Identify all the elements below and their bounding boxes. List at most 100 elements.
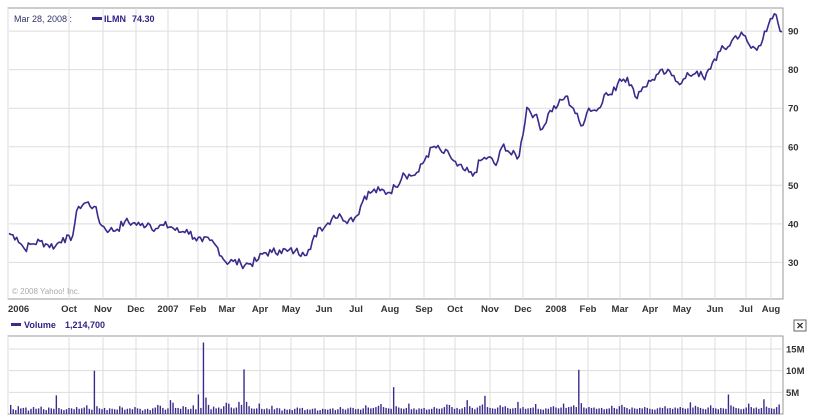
volume-bar: [362, 408, 364, 414]
volume-bar: [370, 408, 372, 414]
volume-bar: [314, 408, 316, 414]
volume-bar: [126, 408, 129, 414]
volume-bar: [641, 408, 643, 414]
volume-bar: [717, 409, 719, 414]
volume-bar: [671, 408, 674, 414]
volume-bar: [332, 408, 334, 414]
volume-bar: [491, 408, 494, 414]
price-chart-frame: [7, 7, 784, 300]
volume-bar: [542, 409, 544, 414]
volume-bar: [443, 407, 446, 414]
volume-bar: [367, 407, 369, 414]
volume-bar: [200, 407, 202, 414]
volume-bar: [583, 407, 585, 414]
volume-bar: [603, 409, 605, 414]
volume-bar: [489, 407, 491, 414]
volume-bar: [20, 408, 22, 414]
volume-bar: [263, 409, 266, 414]
volume-bar: [159, 405, 162, 414]
volume-bar: [433, 407, 435, 414]
volume-bar: [48, 407, 50, 414]
volume-bar: [382, 407, 385, 414]
price-y-tick-label: 40: [788, 219, 799, 230]
volume-bar: [666, 408, 669, 414]
volume-bar: [258, 403, 260, 414]
date-x-tick-label: Feb: [190, 304, 207, 315]
date-x-tick-label: Oct: [61, 304, 78, 315]
volume-bar: [633, 408, 636, 414]
date-x-tick-label: Jul: [349, 304, 363, 315]
volume-bar: [573, 405, 575, 414]
volume-bar: [697, 407, 699, 414]
volume-bar: [712, 407, 714, 414]
volume-bar: [760, 407, 763, 414]
close-icon[interactable]: [793, 319, 807, 332]
date-x-tick-label: Apr: [642, 304, 659, 315]
volume-bar: [621, 404, 623, 414]
volume-bar: [103, 407, 106, 414]
volume-bar: [512, 408, 514, 414]
volume-bar: [509, 408, 512, 414]
volume-bar: [253, 408, 255, 414]
volume-bar: [377, 405, 380, 414]
volume-bar: [17, 406, 19, 414]
volume-bar: [534, 404, 537, 414]
date-x-tick-label: 2006: [8, 304, 29, 315]
volume-bar: [446, 404, 448, 414]
volume-bar: [552, 406, 555, 414]
volume-bar: [169, 400, 172, 414]
volume-bar: [88, 408, 91, 414]
volume-bar: [494, 408, 496, 414]
volume-bar: [266, 408, 268, 414]
volume-bar: [233, 408, 235, 414]
volume-bar: [600, 407, 603, 414]
volume-bar: [517, 401, 519, 414]
volume-bar: [205, 397, 207, 414]
volume-bar: [524, 408, 527, 414]
volume-bar: [456, 407, 458, 414]
volume-bar: [504, 406, 506, 414]
volume-bar: [570, 406, 572, 414]
volume-bar: [215, 408, 217, 414]
volume-bar: [481, 404, 484, 414]
volume-bar: [172, 402, 174, 414]
volume-bar: [73, 409, 75, 414]
price-y-tick-label: 80: [788, 65, 799, 76]
volume-bar: [654, 409, 656, 414]
volume-bar: [748, 403, 750, 414]
volume-bar: [372, 407, 375, 414]
volume-bar: [311, 408, 314, 414]
volume-bar: [53, 408, 55, 414]
volume-bar: [415, 409, 418, 414]
volume-bar: [390, 408, 392, 414]
volume-bar: [626, 407, 628, 414]
volume-bar: [420, 408, 423, 414]
volume-bar: [243, 369, 245, 414]
volume-bar: [45, 410, 47, 414]
date-x-tick-label: Nov: [94, 304, 113, 315]
volume-bar: [334, 410, 337, 414]
volume-bar: [294, 408, 296, 414]
volume-bar: [469, 406, 471, 414]
volume-bar: [466, 400, 468, 414]
volume-bar: [359, 409, 362, 414]
volume-bar: [278, 408, 281, 414]
volume-bar: [677, 408, 679, 414]
volume-bar: [63, 410, 65, 414]
volume-bar: [187, 409, 189, 414]
volume-bar: [139, 408, 141, 414]
volume-bar: [557, 408, 560, 414]
volume-bar: [453, 408, 456, 414]
volume-bar: [687, 408, 689, 414]
volume-bar: [778, 404, 780, 414]
price-y-tick-label: 60: [788, 142, 799, 153]
volume-bar: [689, 402, 692, 414]
volume-bar: [210, 409, 212, 414]
volume-y-tick-label: 15M: [786, 345, 805, 356]
volume-bar: [182, 406, 184, 414]
volume-chart-frame: [7, 335, 784, 415]
volume-bar: [230, 407, 233, 414]
volume-bar: [575, 407, 577, 414]
volume-bar: [567, 407, 570, 414]
volume-bar: [540, 409, 542, 414]
